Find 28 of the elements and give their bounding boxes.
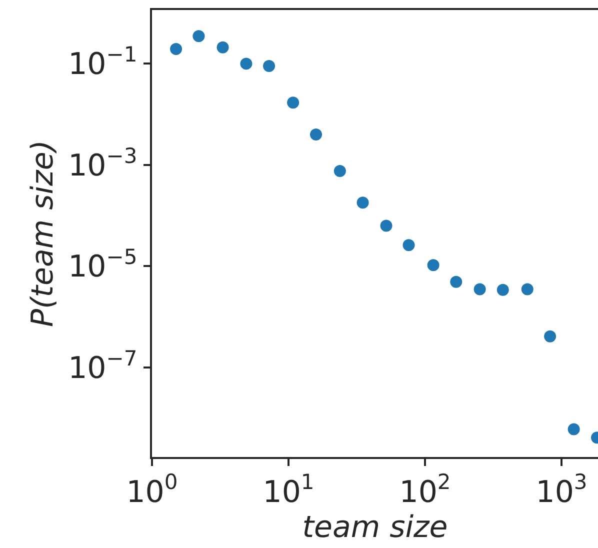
point (496, 284, 509, 296)
x-tick-label: 10$^{1}$ (262, 470, 314, 510)
point (192, 30, 205, 42)
point (544, 330, 556, 342)
point (380, 220, 392, 232)
point (240, 58, 252, 70)
y-tick-label: 10$^{−1}$ (68, 42, 138, 82)
y-axis-title: P(team size) (26, 140, 61, 328)
point (402, 239, 415, 252)
point (521, 283, 534, 296)
point (427, 259, 440, 272)
point (568, 423, 580, 436)
y-tick-label: 10$^{−3}$ (68, 144, 138, 184)
point (216, 41, 229, 54)
point (287, 96, 300, 109)
x-tick-label: 10$^{3}$ (536, 470, 588, 510)
point (474, 283, 486, 296)
point (356, 196, 369, 209)
x-axis-title: team size (302, 510, 448, 545)
point (310, 128, 322, 140)
point (263, 60, 276, 72)
point (170, 43, 182, 56)
y-tick-label: 10$^{−7}$ (68, 346, 138, 386)
point (334, 164, 346, 177)
x-tick-label: 10$^{2}$ (399, 470, 451, 510)
x-tick-label: 10$^{0}$ (126, 470, 178, 510)
y-tick-label: 10$^{−5}$ (68, 245, 138, 285)
point (450, 276, 462, 288)
